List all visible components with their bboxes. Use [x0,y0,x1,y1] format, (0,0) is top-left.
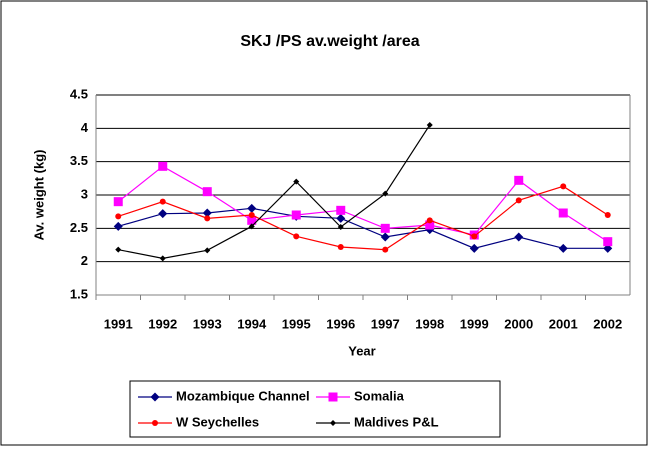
marker [426,217,433,224]
x-tick-label: 1992 [148,316,177,331]
marker [328,392,338,402]
marker [248,223,255,230]
marker [337,224,344,230]
marker [115,213,122,220]
marker [202,187,212,197]
marker [330,420,336,426]
x-tick-label: 2000 [504,316,533,331]
marker [159,255,166,262]
marker [380,223,390,233]
y-tick-label: 2.5 [70,220,88,235]
legend-label: Mozambique Channel [176,388,310,403]
marker [202,208,212,218]
series-line [118,185,609,251]
y-tick-label: 2 [81,253,88,268]
marker [382,246,389,253]
marker [560,183,567,190]
marker [426,122,433,128]
marker [293,178,300,185]
y-axis-label: Av. weight (kg) [31,150,46,241]
chart-title: SKJ /PS av.weight /area [240,33,419,50]
marker [558,208,568,218]
x-tick-label: 1991 [104,316,133,331]
y-tick-label: 4 [81,120,89,135]
marker [152,420,158,426]
marker [158,209,168,219]
marker [159,198,166,205]
y-tick-label: 1.5 [70,286,88,301]
marker [514,175,524,185]
marker [558,243,568,253]
marker [514,232,524,242]
marker [469,243,479,253]
marker [247,215,257,225]
x-tick-label: 1993 [193,316,222,331]
legend-label: Maldives P&L [354,414,439,429]
x-tick-label: 2002 [593,316,622,331]
x-tick-label: 1999 [460,316,489,331]
marker [247,203,257,213]
marker [337,244,344,250]
x-tick-label: 1994 [237,316,267,331]
marker [603,237,613,247]
marker [471,233,478,240]
y-tick-label: 4.5 [70,86,88,101]
x-tick-label: 1998 [415,316,444,331]
marker [515,197,522,204]
marker [425,220,435,230]
marker [248,212,255,218]
marker [604,212,611,218]
marker [204,215,211,222]
series-line [118,124,431,259]
legend [129,380,501,438]
y-tick-label: 3.5 [70,153,88,168]
marker [336,213,346,223]
marker [113,197,123,207]
marker [382,190,389,197]
x-tick-label: 1997 [371,316,400,331]
marker [291,210,301,220]
series-line [118,207,608,249]
x-tick-label: 2001 [549,316,578,331]
x-tick-label: 1996 [326,316,355,331]
series-line [117,165,609,243]
legend-label: Somalia [354,388,405,403]
y-tick-label: 3 [81,186,88,201]
marker [150,392,160,402]
marker [293,233,300,240]
marker [158,161,168,171]
marker [380,232,390,242]
marker [113,221,123,231]
marker [204,247,211,254]
legend-label: W Seychelles [176,414,259,429]
x-axis-label: Year [348,343,375,358]
marker [336,205,346,215]
x-tick-label: 1995 [282,316,311,331]
marker [115,246,122,253]
